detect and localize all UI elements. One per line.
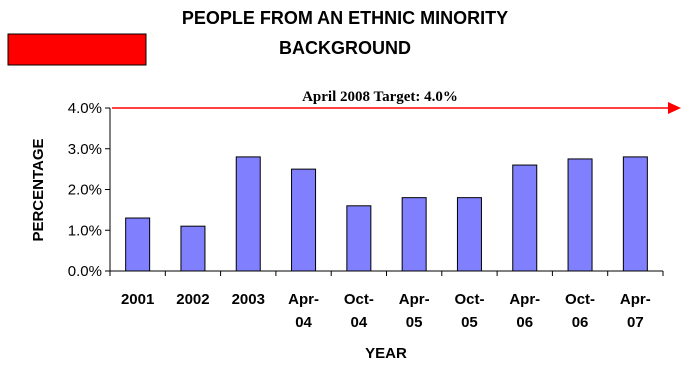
x-category-label: 05: [461, 314, 478, 331]
bar: [622, 156, 648, 272]
x-category-label: Apr-: [399, 291, 430, 308]
bar: [401, 197, 427, 272]
x-category-label: 2001: [121, 291, 154, 308]
x-category-label: 06: [516, 314, 533, 331]
target-label: April 2008 Target: 4.0%: [302, 89, 458, 105]
x-category-label: Oct-: [565, 291, 595, 308]
legend-swatch: [7, 33, 147, 66]
bars: [125, 156, 648, 272]
x-category-label: 04: [351, 314, 368, 331]
y-ticks: 0.0% 1.0% 2.0% 3.0% 4.0%: [68, 100, 110, 280]
x-category-label: 2002: [176, 291, 209, 308]
x-category-label: 2003: [232, 291, 265, 308]
chart-title-line2: BACKGROUND: [279, 38, 411, 58]
bar: [291, 168, 317, 272]
y-tick-label: 3.0%: [68, 141, 102, 158]
y-tick-label: 2.0%: [68, 182, 102, 199]
x-category-label: Oct-: [454, 291, 484, 308]
y-tick-label: 1.0%: [68, 222, 102, 239]
target-arrowhead: [668, 102, 681, 114]
y-axis-label: PERCENTAGE: [30, 138, 47, 241]
y-tick-label: 0.0%: [68, 263, 102, 280]
bar: [180, 225, 206, 272]
x-category-label: Apr-: [620, 291, 651, 308]
x-category-label: Apr-: [509, 291, 540, 308]
x-category-label: 06: [572, 314, 589, 331]
x-axis-label: YEAR: [365, 345, 407, 362]
x-categories: 2001 2002 2003 Apr- 04 Oct- 04 Apr- 05 Oct- 05 Apr-…: [109, 271, 664, 331]
target-line-group: April 2008 Target: 4.0%: [112, 89, 681, 114]
x-category-label: Oct-: [344, 291, 374, 308]
bar: [512, 164, 538, 272]
x-category-label: 04: [295, 314, 312, 331]
y-tick-label: 4.0%: [68, 100, 102, 117]
bar: [346, 205, 372, 272]
bar: [125, 217, 151, 272]
bar: [235, 156, 261, 272]
x-category-label: Apr-: [288, 291, 319, 308]
bar: [456, 197, 482, 272]
chart-title-line1: PEOPLE FROM AN ETHNIC MINORITY: [182, 8, 508, 28]
bar: [567, 158, 593, 272]
x-category-label: 07: [627, 314, 644, 331]
x-category-label: 05: [406, 314, 423, 331]
